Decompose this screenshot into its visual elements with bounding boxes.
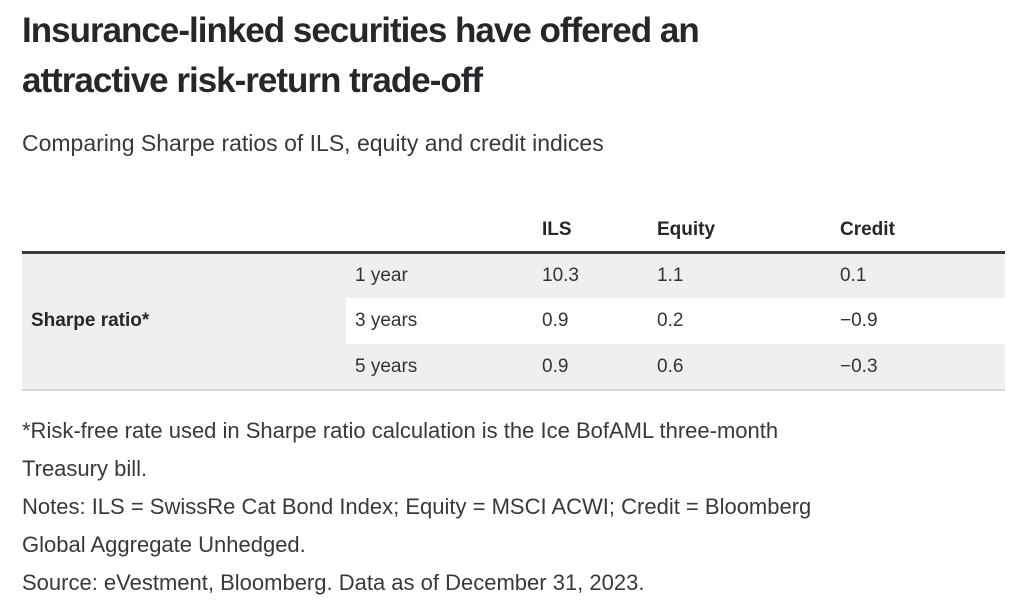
value-cell-equity: 0.6 xyxy=(647,344,830,391)
row-group-label: Sharpe ratio* xyxy=(22,252,346,391)
figure-subtitle: Comparing Sharpe ratios of ILS, equity a… xyxy=(22,130,604,156)
footnote-riskfree-line2: Treasury bill. xyxy=(22,456,148,481)
figure-title-line1: Insurance-linked securities have offered… xyxy=(22,11,700,50)
column-header-equity: Equity xyxy=(647,205,830,254)
table-row: 3 years 0.9 0.2 −0.9 xyxy=(22,298,1005,344)
column-header-credit: Credit xyxy=(830,205,1005,254)
value-cell-ils: 0.9 xyxy=(532,298,647,344)
period-cell: 1 year xyxy=(346,252,532,298)
value-cell-equity: 1.1 xyxy=(647,252,830,298)
figure-title-line2: attractive risk-return trade-off xyxy=(22,61,483,100)
sharpe-ratio-table: ILS Equity Credit Sharpe ratio* 1 year 1… xyxy=(22,205,1005,391)
value-cell-credit: −0.9 xyxy=(830,298,1005,344)
value-cell-equity: 0.2 xyxy=(647,298,830,344)
footnote-notes-line1: Notes: ILS = SwissRe Cat Bond Index; Equ… xyxy=(22,494,812,519)
period-cell: 5 years xyxy=(346,344,532,391)
figure: Insurance-linked securities have offered… xyxy=(22,0,1005,602)
table-corner-cell xyxy=(22,205,346,254)
table-row: Sharpe ratio* 1 year 10.3 1.1 0.1 xyxy=(22,252,1005,391)
footnote-riskfree-line1: *Risk-free rate used in Sharpe ratio cal… xyxy=(22,418,779,443)
value-cell-ils: 0.9 xyxy=(532,344,647,391)
table-header-row: ILS Equity Credit xyxy=(22,205,1005,254)
figure-title: Insurance-linked securities have offered… xyxy=(22,0,1005,106)
footnote-notes-line2: Global Aggregate Unhedged. xyxy=(22,532,306,557)
value-cell-credit: 0.1 xyxy=(830,252,1005,298)
period-cell: 3 years xyxy=(346,298,532,344)
footnote-source: Source: eVestment, Bloomberg. Data as of… xyxy=(22,570,645,595)
column-header-ils: ILS xyxy=(532,205,647,254)
table-period-header-cell xyxy=(346,205,532,254)
value-cell-credit: −0.3 xyxy=(830,344,1005,391)
footnotes: *Risk-free rate used in Sharpe ratio cal… xyxy=(22,412,1005,602)
value-cell-ils: 10.3 xyxy=(532,252,647,298)
table-row: 5 years 0.9 0.6 −0.3 xyxy=(22,344,1005,391)
